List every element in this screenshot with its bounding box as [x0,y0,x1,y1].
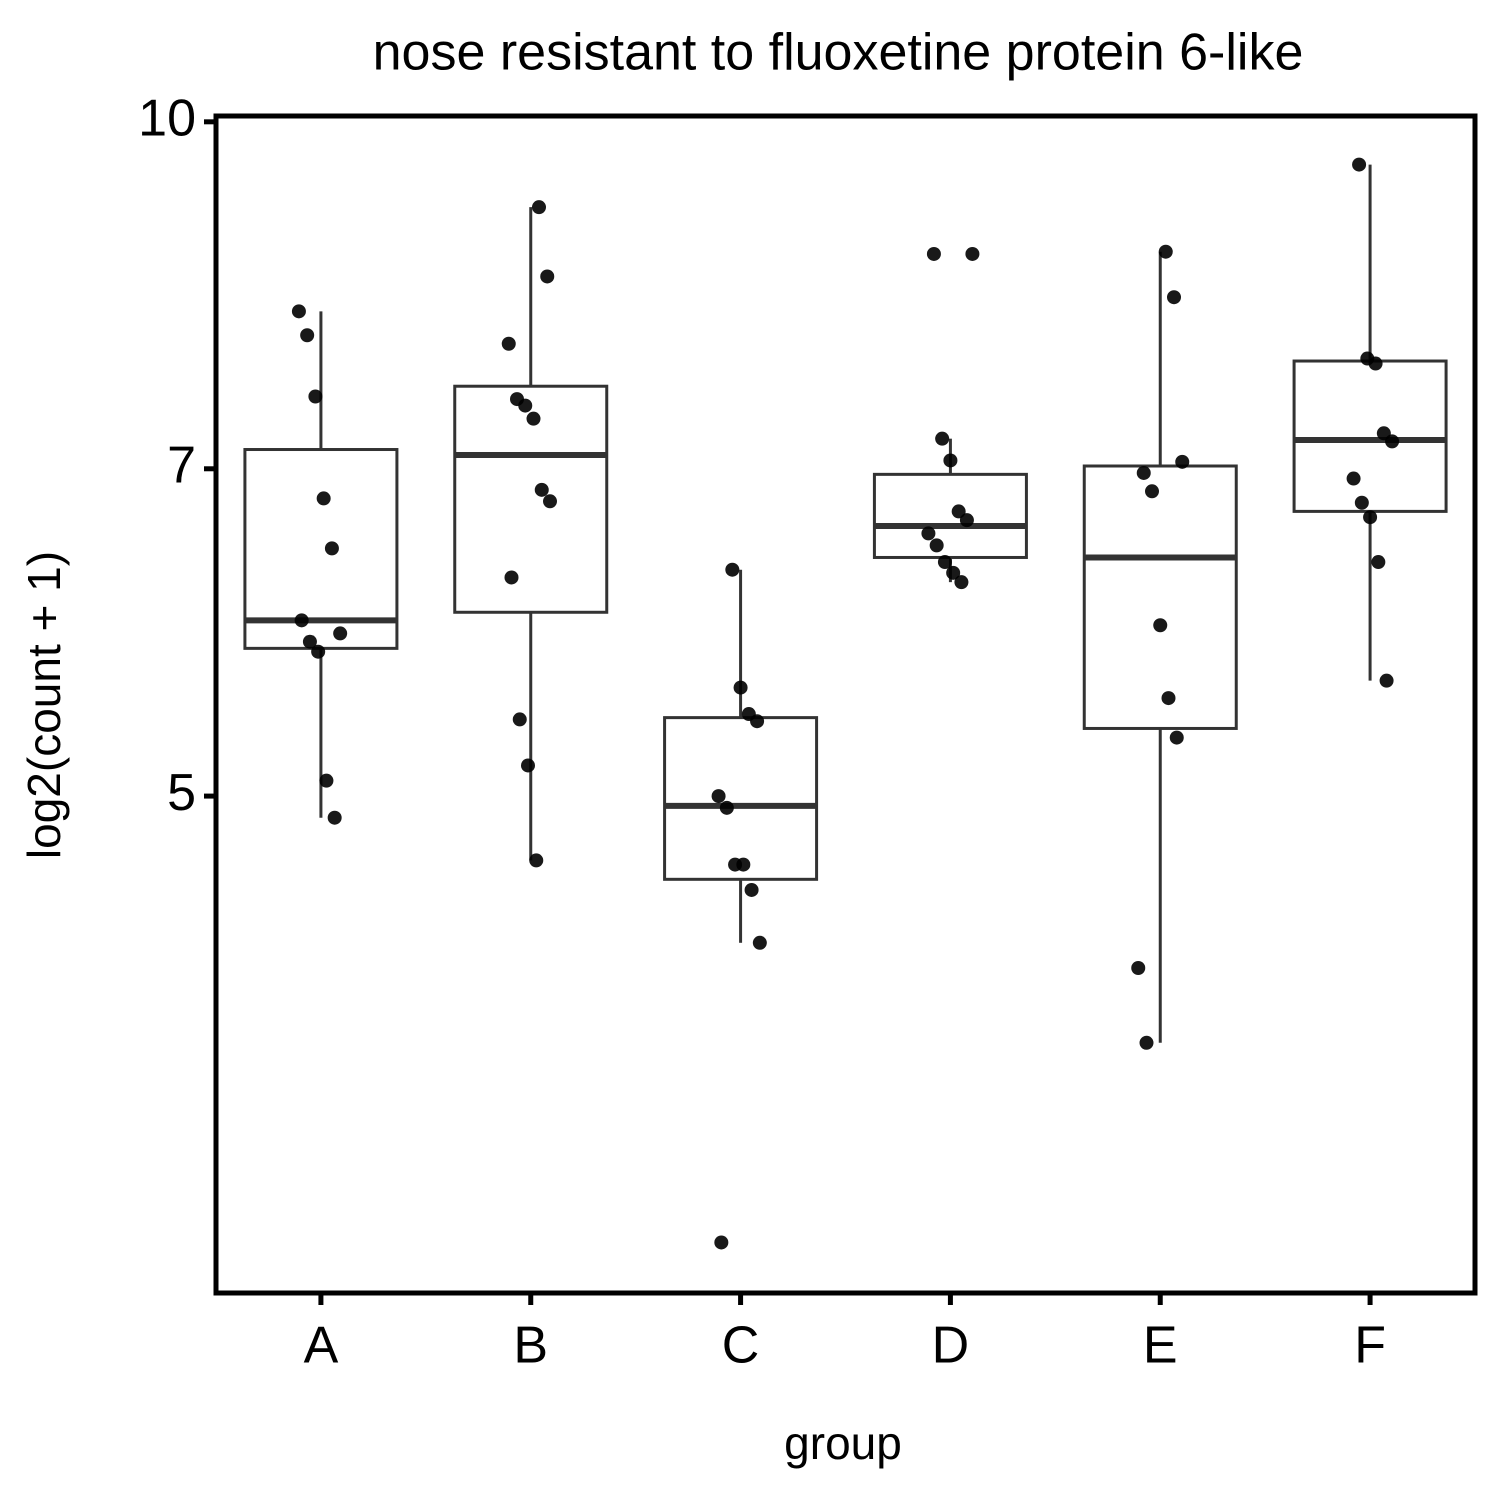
point [954,575,969,590]
y-tick-label: 5 [167,764,196,822]
point [1158,244,1173,259]
point [302,634,317,649]
point [1161,691,1176,706]
point [725,562,740,577]
point [504,570,519,585]
box [872,472,1028,559]
point [935,431,950,446]
point [333,626,348,641]
point [1385,434,1400,449]
y-axis-label: log2(count + 1) [18,551,70,859]
point [1153,618,1168,633]
x-tick-label: A [304,1317,339,1375]
x-tick-label: B [513,1317,548,1375]
point [543,494,557,509]
point [1167,290,1181,305]
point [1175,454,1190,469]
point [926,246,941,261]
point [1131,961,1146,976]
point [929,538,944,553]
point [518,398,533,413]
point [300,328,315,343]
point [959,513,974,528]
point [1136,465,1151,480]
point [736,857,751,872]
point [316,491,331,506]
point [744,882,759,897]
point [1169,730,1184,745]
point [1354,495,1369,510]
point [532,200,546,215]
point [719,800,734,815]
x-tick-label: E [1143,1317,1178,1375]
point [311,644,326,659]
point [1368,356,1383,371]
point [1379,673,1394,688]
point [750,714,765,729]
x-axis-label: group [784,1417,902,1469]
y-tick-label: 10 [138,90,196,148]
point [540,269,555,284]
point [501,336,516,351]
y-tick-label: 7 [167,437,196,495]
point [965,246,980,261]
point [294,613,309,628]
box [663,716,819,881]
point [526,411,541,426]
point [1346,471,1361,486]
box [453,384,609,614]
point [512,712,527,727]
point [308,389,323,404]
point [521,758,535,773]
point [1352,157,1367,172]
point [529,853,544,868]
point [946,565,961,580]
plot-frame [213,113,1478,1296]
point [943,453,958,468]
box [1082,464,1238,730]
x-tick-label: D [932,1317,970,1375]
point [921,526,936,541]
x-tick-label: F [1354,1317,1386,1375]
point [752,935,767,950]
point [1139,1035,1154,1050]
point [951,504,966,519]
point [327,810,342,825]
point [324,541,339,556]
point [711,789,726,804]
point [291,304,306,319]
point [937,555,952,570]
x-tick-label: C [722,1317,760,1375]
point [714,1235,729,1250]
point [1371,555,1386,570]
point [534,482,549,497]
point [319,773,334,788]
point [733,680,748,695]
point [1145,484,1159,499]
chart-title: nose resistant to fluoxetine protein 6-l… [373,24,1304,82]
point [1363,510,1378,525]
